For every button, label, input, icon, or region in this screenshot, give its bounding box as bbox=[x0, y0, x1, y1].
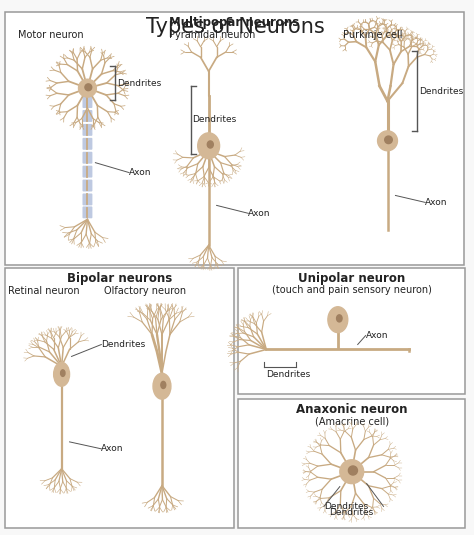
Text: (Amacrine cell): (Amacrine cell) bbox=[315, 416, 389, 426]
Circle shape bbox=[85, 84, 92, 90]
Text: Purkinje cell: Purkinje cell bbox=[343, 29, 402, 40]
Text: Axon: Axon bbox=[425, 198, 448, 207]
Ellipse shape bbox=[337, 315, 342, 322]
Text: Motor neuron: Motor neuron bbox=[18, 29, 83, 40]
Text: Anaxonic neuron: Anaxonic neuron bbox=[296, 403, 408, 416]
FancyBboxPatch shape bbox=[238, 399, 465, 529]
Ellipse shape bbox=[198, 133, 219, 159]
Text: Bipolar neurons: Bipolar neurons bbox=[67, 272, 172, 285]
Text: Dendrites: Dendrites bbox=[419, 87, 464, 96]
FancyBboxPatch shape bbox=[5, 12, 464, 265]
Ellipse shape bbox=[328, 307, 348, 333]
Circle shape bbox=[348, 466, 357, 475]
Text: Axon: Axon bbox=[101, 445, 124, 453]
Text: Types of Neurons: Types of Neurons bbox=[146, 17, 325, 36]
Text: Dendrites: Dendrites bbox=[101, 340, 146, 349]
Ellipse shape bbox=[207, 141, 213, 148]
Text: Multipopar neurons: Multipopar neurons bbox=[169, 16, 300, 28]
FancyBboxPatch shape bbox=[82, 138, 92, 150]
Ellipse shape bbox=[161, 381, 166, 388]
FancyBboxPatch shape bbox=[82, 110, 92, 122]
FancyBboxPatch shape bbox=[82, 207, 92, 218]
FancyBboxPatch shape bbox=[82, 96, 92, 108]
FancyBboxPatch shape bbox=[82, 194, 92, 205]
Text: Dendrites: Dendrites bbox=[192, 116, 236, 125]
Text: Axon: Axon bbox=[248, 209, 271, 218]
Text: Dendrites: Dendrites bbox=[266, 370, 310, 379]
FancyBboxPatch shape bbox=[82, 180, 92, 192]
FancyBboxPatch shape bbox=[5, 268, 234, 529]
Ellipse shape bbox=[61, 370, 65, 377]
Text: Axon: Axon bbox=[129, 168, 152, 177]
Text: Dendrites: Dendrites bbox=[324, 502, 368, 511]
FancyBboxPatch shape bbox=[82, 124, 92, 136]
Text: Unipolar neuron: Unipolar neuron bbox=[298, 272, 405, 285]
Circle shape bbox=[340, 460, 364, 484]
Text: Dendrites: Dendrites bbox=[329, 508, 374, 517]
Text: Pyramidal neuron: Pyramidal neuron bbox=[169, 29, 255, 40]
Ellipse shape bbox=[153, 373, 171, 399]
Text: Axon: Axon bbox=[365, 331, 388, 340]
Text: Olfactory neuron: Olfactory neuron bbox=[104, 286, 186, 296]
Circle shape bbox=[79, 79, 96, 97]
Text: Dendrites: Dendrites bbox=[117, 79, 162, 88]
Ellipse shape bbox=[54, 362, 70, 386]
Text: (touch and pain sensory neuron): (touch and pain sensory neuron) bbox=[272, 285, 432, 295]
Circle shape bbox=[378, 131, 397, 151]
Circle shape bbox=[385, 136, 392, 143]
Text: Retinal neuron: Retinal neuron bbox=[8, 286, 80, 296]
FancyBboxPatch shape bbox=[82, 152, 92, 164]
FancyBboxPatch shape bbox=[238, 268, 465, 394]
FancyBboxPatch shape bbox=[82, 166, 92, 178]
